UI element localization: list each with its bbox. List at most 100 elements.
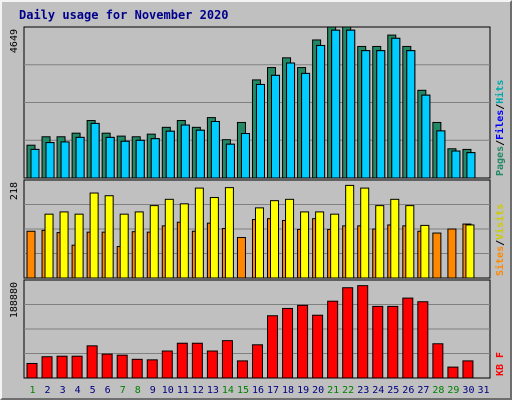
day-label: 16: [252, 385, 264, 396]
bar-hits: [75, 136, 85, 179]
day-label: 23: [357, 385, 369, 396]
day-label: 20: [312, 385, 324, 396]
bar-kb-f: [191, 342, 203, 379]
bar-kb-f: [282, 307, 294, 379]
bar-kb-f: [56, 355, 68, 379]
bar-kb-f: [312, 314, 324, 379]
bar-visits: [285, 198, 295, 279]
bar-visits: [89, 192, 99, 279]
bar-hits: [120, 140, 130, 179]
bar-kb-f: [342, 287, 354, 379]
legend-item: KB F: [495, 352, 506, 376]
bar-visits: [209, 197, 219, 279]
day-label: 14: [222, 385, 234, 396]
bar-visits: [119, 213, 129, 279]
bar-kb-f: [206, 350, 218, 379]
bar-sites: [447, 228, 457, 279]
bar-visits: [390, 198, 400, 279]
bar-visits: [300, 211, 310, 279]
bar-hits: [150, 138, 160, 179]
legend: KB F: [495, 352, 506, 376]
bar-kb-f: [462, 360, 474, 379]
bar-hits: [391, 37, 401, 179]
bar-hits: [60, 141, 70, 179]
bar-visits: [315, 211, 325, 279]
bar-kb-f: [267, 315, 279, 379]
bar-kb-f: [71, 355, 83, 379]
legend-item: /: [495, 240, 506, 246]
day-label: 10: [162, 385, 174, 396]
bar-sites: [236, 237, 246, 279]
bar-visits: [44, 213, 54, 279]
bar-visits: [465, 224, 475, 279]
bar-hits: [286, 62, 296, 179]
day-label: 9: [150, 385, 156, 396]
bar-kb-f: [297, 304, 309, 379]
day-label: 26: [402, 385, 414, 396]
bar-kb-f: [221, 340, 233, 379]
y-max-label: 188880: [9, 282, 20, 318]
legend-item: Pages: [495, 146, 506, 176]
bar-kb-f: [417, 301, 429, 379]
legend-item: Files: [494, 110, 506, 140]
bar-hits: [346, 29, 356, 179]
bar-kb-f: [131, 358, 143, 379]
bar-hits: [406, 50, 416, 179]
day-label: 27: [417, 385, 429, 396]
bar-visits: [330, 213, 340, 279]
bar-kb-f: [101, 353, 113, 379]
bar-hits: [316, 44, 326, 179]
bar-hits: [436, 130, 446, 179]
bar-hits: [135, 139, 145, 179]
day-label: 19: [297, 385, 309, 396]
bar-hits: [180, 124, 190, 179]
day-label: 1: [30, 385, 36, 396]
day-label: 24: [372, 385, 384, 396]
bar-kb-f: [176, 342, 188, 379]
day-label: 6: [105, 385, 111, 396]
day-label: 4: [75, 385, 81, 396]
day-label: 18: [282, 385, 294, 396]
bar-kb-f: [116, 354, 128, 379]
bar-hits: [45, 142, 55, 179]
bar-visits: [254, 207, 264, 279]
bar-kb-f: [327, 300, 339, 379]
bar-hits: [240, 133, 250, 179]
bar-hits: [451, 150, 461, 179]
bar-kb-f: [26, 362, 38, 379]
bar-visits: [104, 195, 114, 279]
day-label: 13: [207, 385, 219, 396]
bar-hits: [90, 122, 100, 179]
bar-hits: [105, 136, 115, 179]
bar-hits: [466, 152, 476, 179]
bar-hits: [361, 50, 371, 179]
day-label: 25: [387, 385, 399, 396]
legend-item: /: [495, 140, 506, 146]
day-label: 15: [237, 385, 249, 396]
legend: Pages/Files/Hits: [494, 80, 506, 176]
bar-kb-f: [357, 285, 369, 379]
bar-kb-f: [236, 360, 248, 379]
bar-visits: [345, 184, 355, 279]
day-label: 17: [267, 385, 279, 396]
bar-visits: [149, 205, 159, 279]
bar-sites: [432, 232, 442, 279]
bar-kb-f: [86, 345, 98, 379]
bar-hits: [225, 143, 235, 179]
day-label: 11: [177, 385, 189, 396]
bar-visits: [194, 187, 204, 279]
bar-hits: [255, 83, 265, 179]
day-label: 30: [462, 385, 474, 396]
bar-hits: [210, 120, 220, 179]
bar-visits: [224, 187, 234, 279]
y-max-label: 218: [9, 182, 20, 200]
day-label: 7: [120, 385, 126, 396]
bar-hits: [301, 72, 311, 179]
bar-hits: [30, 148, 40, 179]
bar-visits: [270, 200, 280, 279]
bar-visits: [74, 213, 84, 279]
bar-kb-f: [251, 344, 263, 379]
bar-hits: [421, 94, 431, 179]
